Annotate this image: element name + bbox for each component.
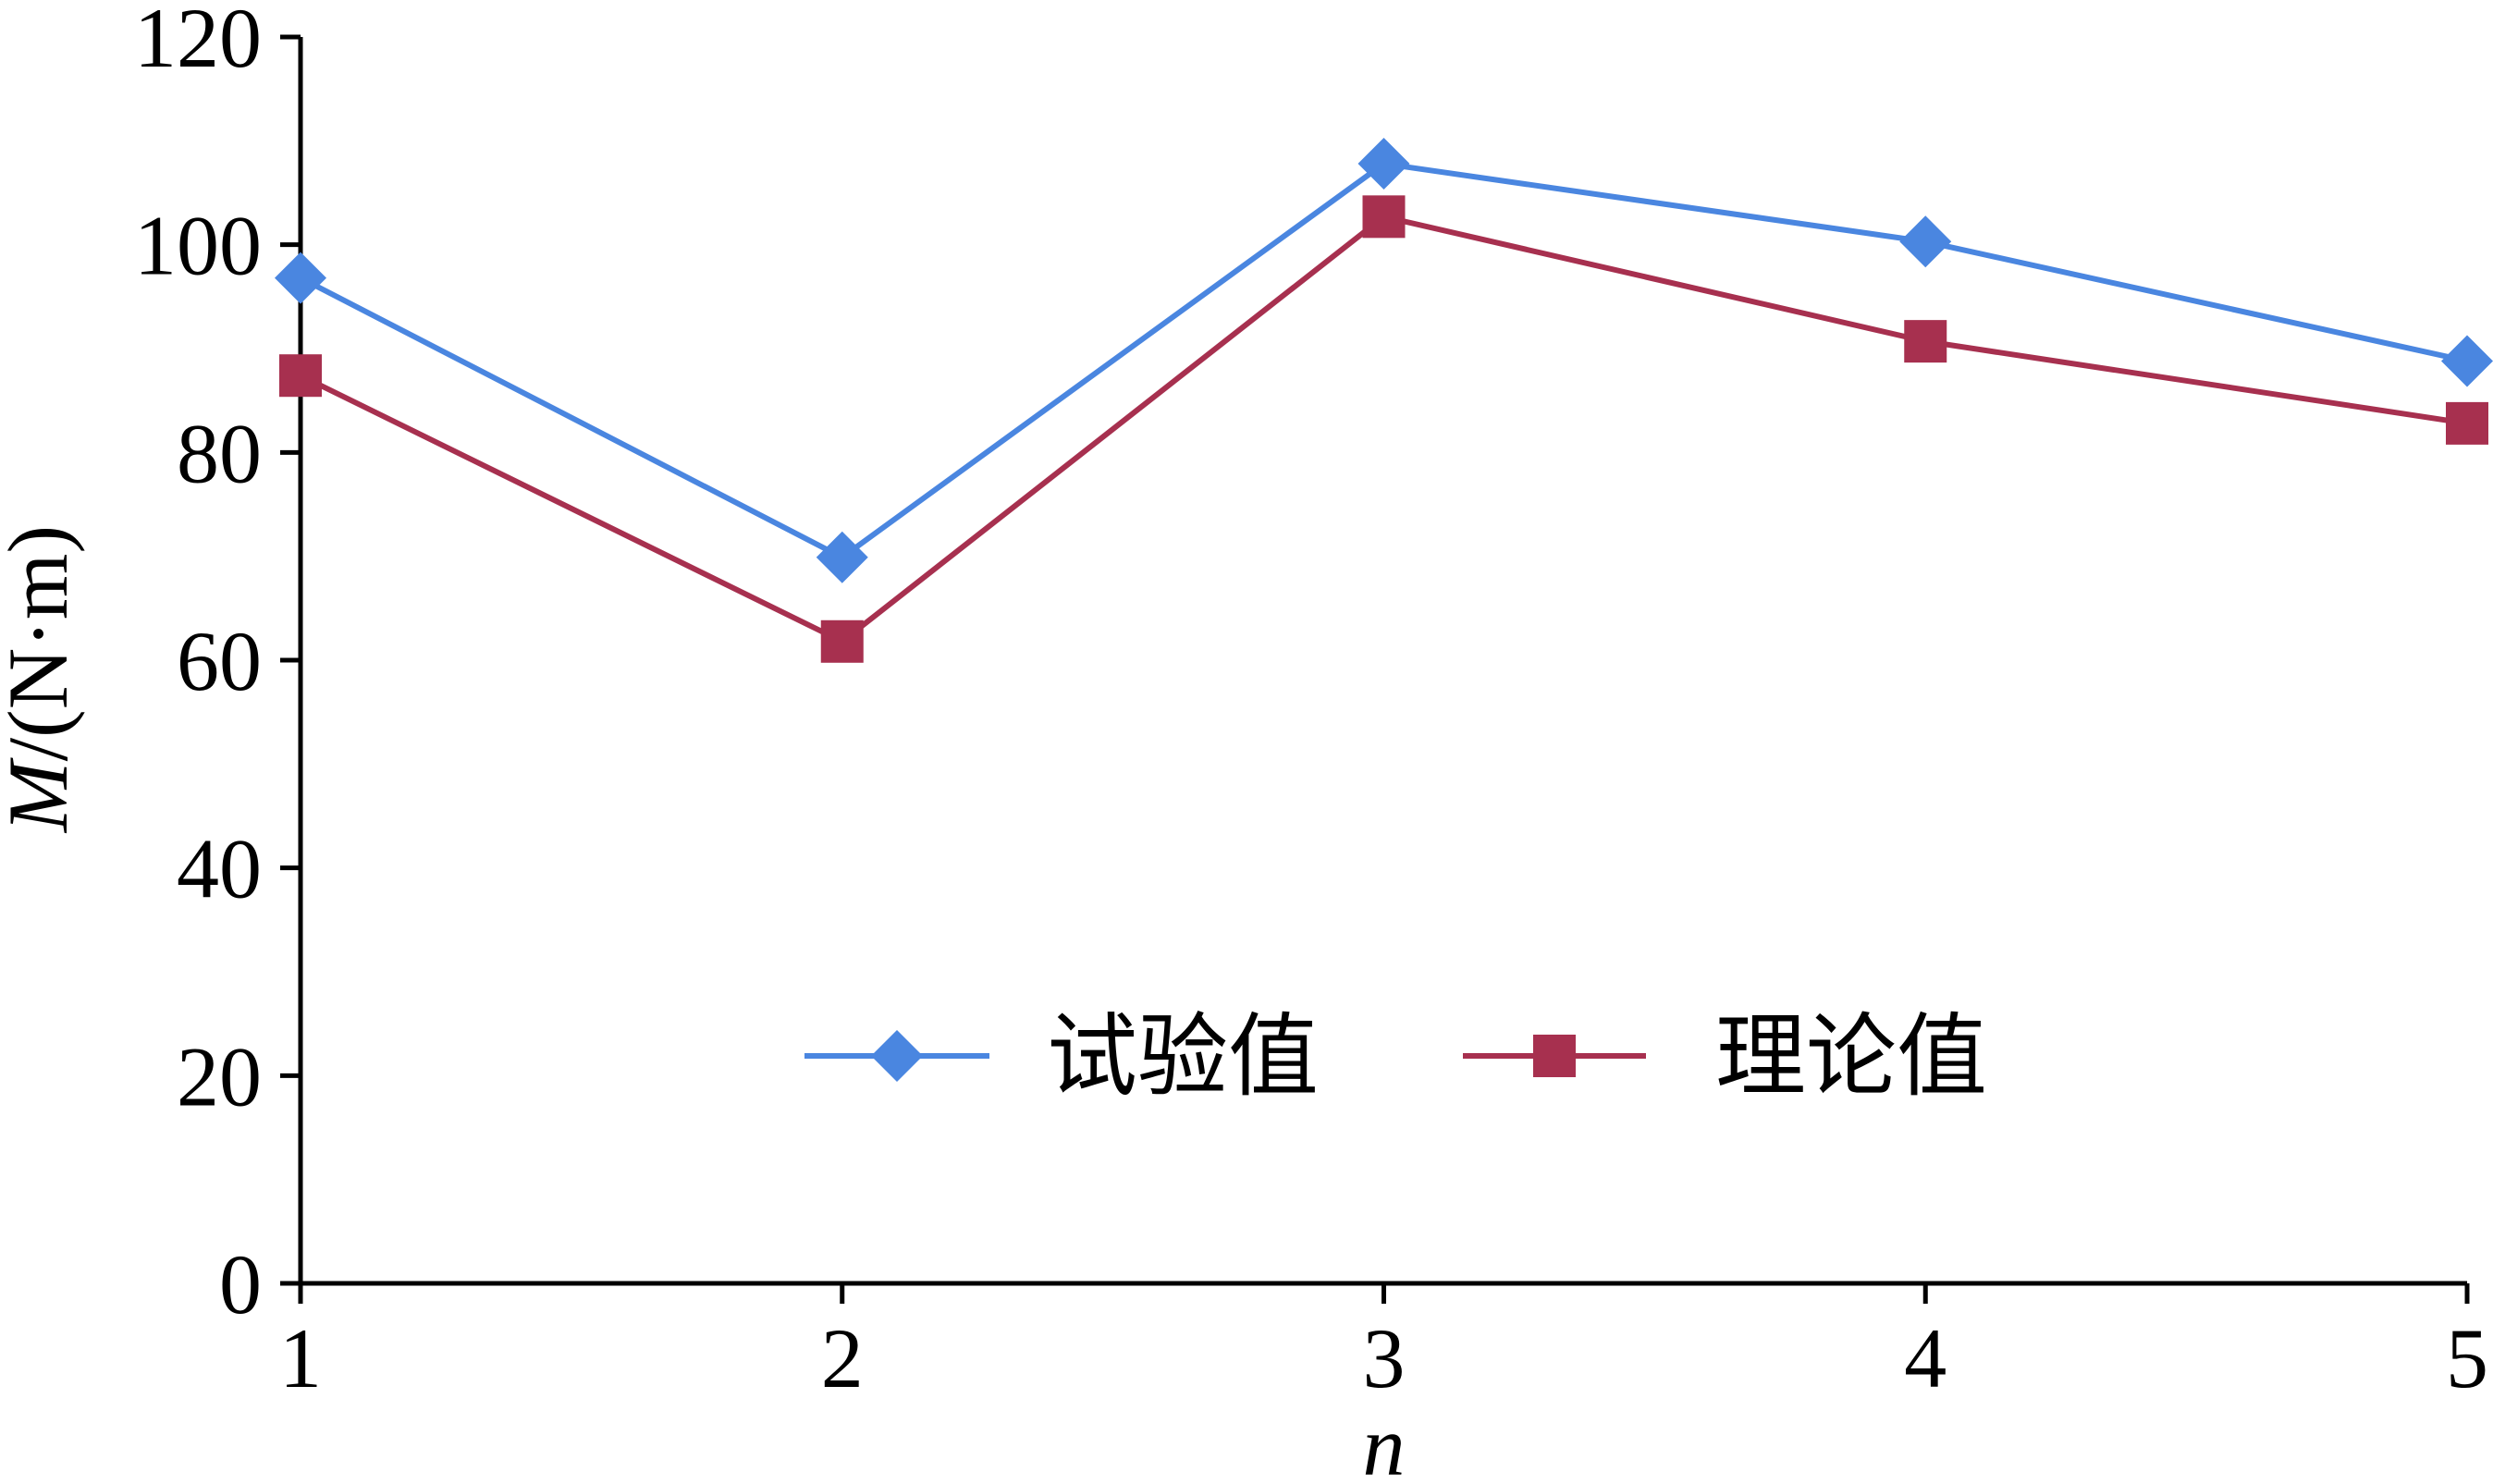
y-tick-label: 60 bbox=[177, 614, 262, 708]
data-point-marker bbox=[816, 531, 868, 583]
x-tick-label: 4 bbox=[1904, 1311, 1947, 1405]
data-point-marker bbox=[279, 354, 322, 398]
y-tick-label: 0 bbox=[219, 1237, 262, 1331]
x-tick-label: 1 bbox=[279, 1311, 322, 1405]
x-tick-label: 3 bbox=[1363, 1311, 1406, 1405]
y-axis-title-symbol: M bbox=[0, 757, 85, 834]
y-axis-title-unit: /(N·m) bbox=[0, 525, 85, 761]
data-point-marker bbox=[1904, 320, 1947, 363]
data-point-marker bbox=[820, 619, 864, 663]
legend-label: 理论值 bbox=[1715, 1004, 1987, 1110]
data-point-marker bbox=[2441, 335, 2493, 387]
y-axis-title: M/(N·m) bbox=[0, 525, 85, 834]
y-tick-label: 80 bbox=[177, 406, 262, 500]
x-tick-label: 5 bbox=[2446, 1311, 2488, 1405]
legend: 试验值 理论值 bbox=[804, 1004, 1987, 1110]
series-2 bbox=[279, 195, 2488, 663]
legend-item: 试验值 bbox=[804, 1004, 1319, 1110]
data-point-marker bbox=[2446, 401, 2488, 445]
data-point-marker bbox=[1357, 138, 1410, 190]
y-tick-label: 100 bbox=[134, 199, 262, 293]
series-layer bbox=[275, 138, 2493, 663]
series-1 bbox=[275, 138, 2493, 583]
legend-label: 试验值 bbox=[1047, 1004, 1319, 1110]
legend-marker bbox=[871, 1030, 923, 1082]
y-tick-label: 40 bbox=[177, 822, 262, 916]
x-ticks: 1 2 3 4 5 bbox=[279, 1283, 2488, 1405]
legend-item: 理论值 bbox=[1463, 1004, 1987, 1110]
y-ticks: 0 20 40 60 80 100 120 bbox=[134, 0, 301, 1331]
x-tick-label: 2 bbox=[821, 1311, 864, 1405]
x-axis-title: n bbox=[1363, 1399, 1406, 1484]
data-point-marker bbox=[275, 251, 326, 304]
y-tick-label: 120 bbox=[134, 0, 262, 85]
data-point-marker bbox=[1899, 215, 1952, 268]
y-tick-label: 20 bbox=[177, 1029, 262, 1123]
series-line bbox=[299, 214, 2468, 644]
data-point-marker bbox=[1362, 195, 1406, 239]
legend-marker bbox=[1533, 1035, 1576, 1077]
